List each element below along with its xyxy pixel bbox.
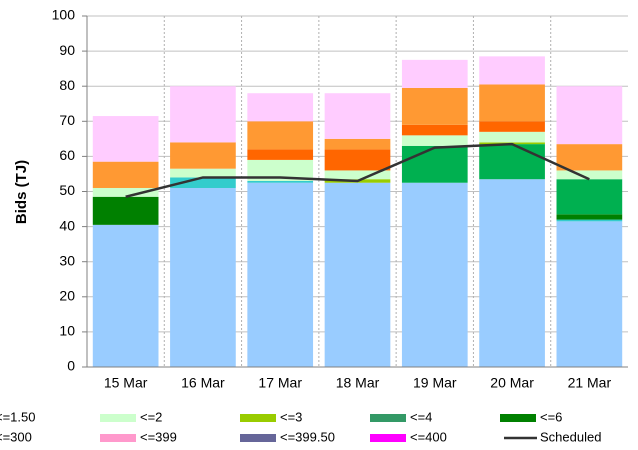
y-tick-label: 90: [59, 42, 75, 58]
bar-segment: [479, 131, 545, 143]
bar-segment: [170, 86, 236, 143]
legend-swatch: [240, 434, 276, 442]
y-tick-label: 70: [59, 112, 75, 128]
legend-swatch: [100, 434, 136, 442]
bar-segment: [401, 145, 468, 183]
legend-label: <=400: [410, 429, 447, 444]
bar-segment: [247, 182, 314, 367]
bar-segment: [401, 182, 468, 367]
bar-segment: [556, 179, 623, 215]
bar-segment: [401, 124, 468, 136]
bar-segment: [556, 86, 623, 145]
legend-swatch: [370, 414, 406, 422]
bar-segment: [324, 93, 391, 139]
legend-label: <=300: [0, 429, 32, 444]
x-tick-label: 19 Mar: [413, 375, 457, 391]
y-tick-label: 60: [59, 147, 75, 163]
bar-segment: [401, 135, 468, 146]
bar-segment: [247, 93, 314, 122]
bar-segment: [556, 221, 623, 367]
legend-label: <=3: [280, 409, 302, 424]
bar-segment: [401, 87, 468, 125]
bar-segment: [92, 187, 159, 197]
bar-segment: [479, 179, 545, 367]
y-tick-label: 40: [59, 217, 75, 233]
bar-segment: [479, 84, 545, 122]
legend-label: <=399.50: [280, 429, 335, 444]
y-tick-label: 100: [52, 7, 76, 23]
bar-segment: [247, 149, 314, 160]
bar-segment: [92, 224, 159, 367]
bar-segment: [479, 144, 545, 180]
legend-label: <=4: [410, 409, 432, 424]
x-tick-label: 15 Mar: [104, 375, 148, 391]
y-tick-label: 80: [59, 77, 75, 93]
legend-label: <=399: [140, 429, 177, 444]
legend-label: Scheduled: [540, 429, 601, 444]
y-tick-label: 0: [67, 358, 75, 374]
x-tick-label: 21 Mar: [568, 375, 612, 391]
bar-segment: [247, 180, 314, 183]
bar-segment: [170, 168, 236, 178]
bar-segment: [247, 159, 314, 181]
bar-segment: [92, 161, 159, 188]
x-tick-label: 16 Mar: [181, 375, 225, 391]
bar-segment: [556, 144, 623, 171]
bar-segment: [170, 142, 236, 169]
x-tick-label: 17 Mar: [258, 375, 302, 391]
y-tick-label: 20: [59, 288, 75, 304]
legend-swatch: [500, 414, 536, 422]
bar-segment: [324, 170, 391, 180]
bar-segment: [247, 121, 314, 150]
y-axis-label: Bids (TJ): [13, 160, 30, 224]
x-tick-label: 20 Mar: [490, 375, 534, 391]
y-tick-label: 30: [59, 252, 75, 268]
bar-segment: [479, 121, 545, 132]
bar-segment: [324, 138, 391, 150]
bar-segment: [324, 182, 391, 367]
y-tick-label: 10: [59, 323, 75, 339]
bar-segment: [92, 116, 159, 162]
legend-swatch: [100, 414, 136, 422]
bar-segment: [170, 177, 236, 188]
bar-segment: [401, 59, 468, 88]
bar-segment: [324, 149, 391, 171]
bar-segment: [556, 214, 623, 220]
x-tick-label: 18 Mar: [336, 375, 380, 391]
bar-segment: [92, 196, 159, 225]
legend-label: <=6: [540, 409, 562, 424]
legend-swatch: [240, 414, 276, 422]
bar-segment: [556, 219, 623, 222]
bar-segment: [556, 170, 623, 180]
scheduled-line: [125, 142, 590, 198]
legend-label: <=2: [140, 409, 162, 424]
legend-label: <=1.50: [0, 409, 36, 424]
y-tick-label: 50: [59, 182, 75, 198]
bar-segment: [170, 187, 236, 367]
bar-segment: [479, 56, 545, 85]
legend-swatch: [370, 434, 406, 442]
